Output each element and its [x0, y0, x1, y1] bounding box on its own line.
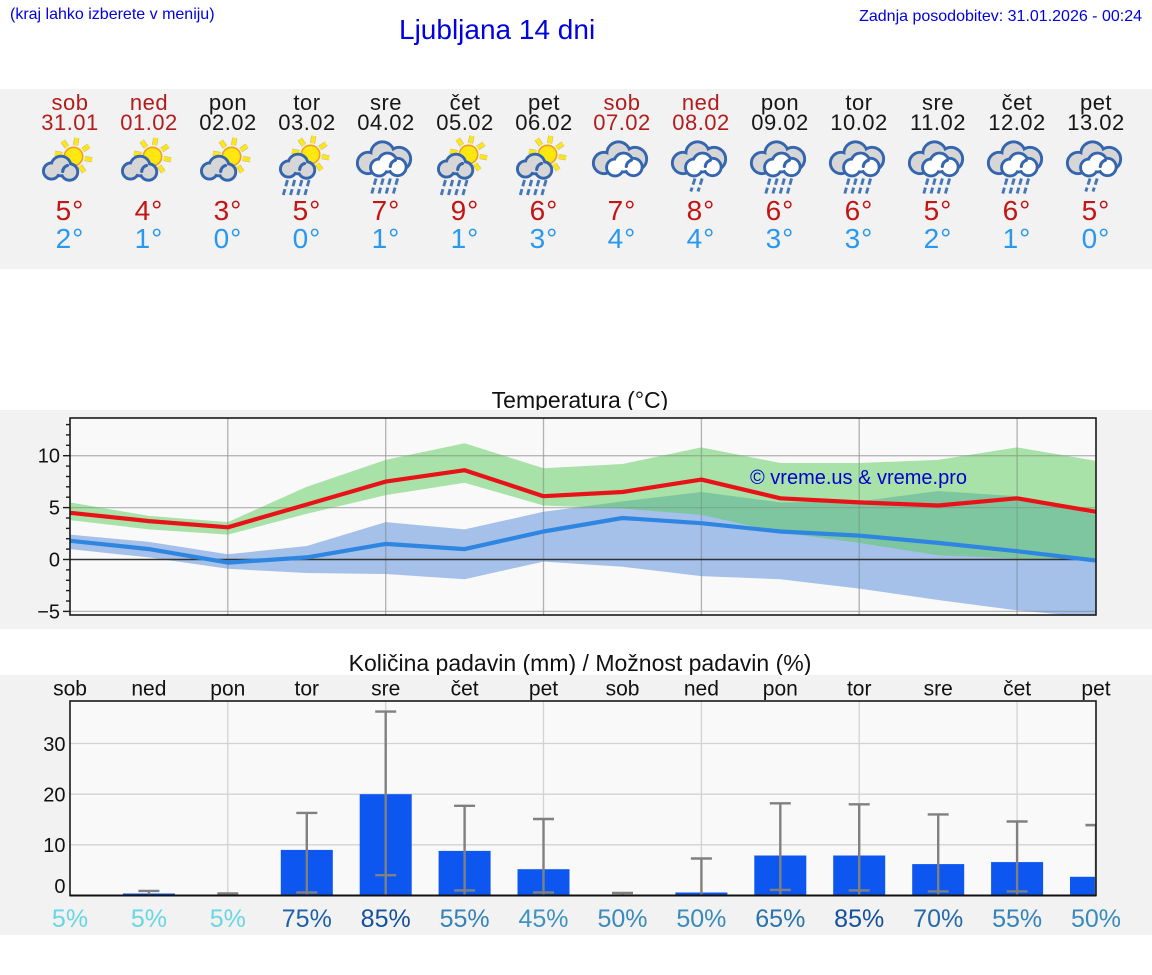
svg-text:0: 0: [54, 876, 65, 898]
svg-text:5: 5: [49, 498, 60, 520]
svg-text:10: 10: [43, 835, 65, 857]
svg-text:65%: 65%: [755, 905, 805, 933]
svg-text:sob: sob: [53, 678, 87, 701]
svg-text:sob: sob: [606, 678, 640, 701]
svg-text:pon: pon: [210, 678, 245, 701]
svg-text:ned: ned: [131, 678, 166, 701]
svg-text:čet: čet: [1003, 678, 1031, 701]
svg-text:50%: 50%: [676, 905, 726, 933]
svg-text:85%: 85%: [361, 905, 411, 933]
svg-text:20: 20: [43, 785, 65, 807]
svg-text:−5: −5: [37, 601, 60, 623]
svg-text:pet: pet: [529, 678, 558, 701]
svg-text:45%: 45%: [518, 905, 568, 933]
svg-text:sre: sre: [924, 678, 953, 701]
svg-text:sre: sre: [371, 678, 400, 701]
svg-text:85%: 85%: [834, 905, 884, 933]
svg-text:pet: pet: [1081, 678, 1110, 701]
svg-text:55%: 55%: [992, 905, 1042, 933]
svg-text:50%: 50%: [597, 905, 647, 933]
svg-text:55%: 55%: [440, 905, 490, 933]
svg-text:ned: ned: [684, 678, 719, 701]
svg-text:5%: 5%: [131, 905, 167, 933]
svg-text:75%: 75%: [282, 905, 332, 933]
svg-text:50%: 50%: [1071, 905, 1121, 933]
svg-text:70%: 70%: [913, 905, 963, 933]
svg-text:10: 10: [38, 446, 60, 468]
svg-text:5%: 5%: [210, 905, 246, 933]
svg-text:tor: tor: [295, 678, 320, 701]
svg-text:0: 0: [49, 550, 60, 572]
svg-text:5%: 5%: [52, 905, 88, 933]
svg-text:čet: čet: [451, 678, 479, 701]
svg-text:30: 30: [43, 734, 65, 756]
svg-text:tor: tor: [847, 678, 872, 701]
svg-text:© vreme.us & vreme.pro: © vreme.us & vreme.pro: [750, 467, 967, 489]
svg-text:pon: pon: [763, 678, 798, 701]
